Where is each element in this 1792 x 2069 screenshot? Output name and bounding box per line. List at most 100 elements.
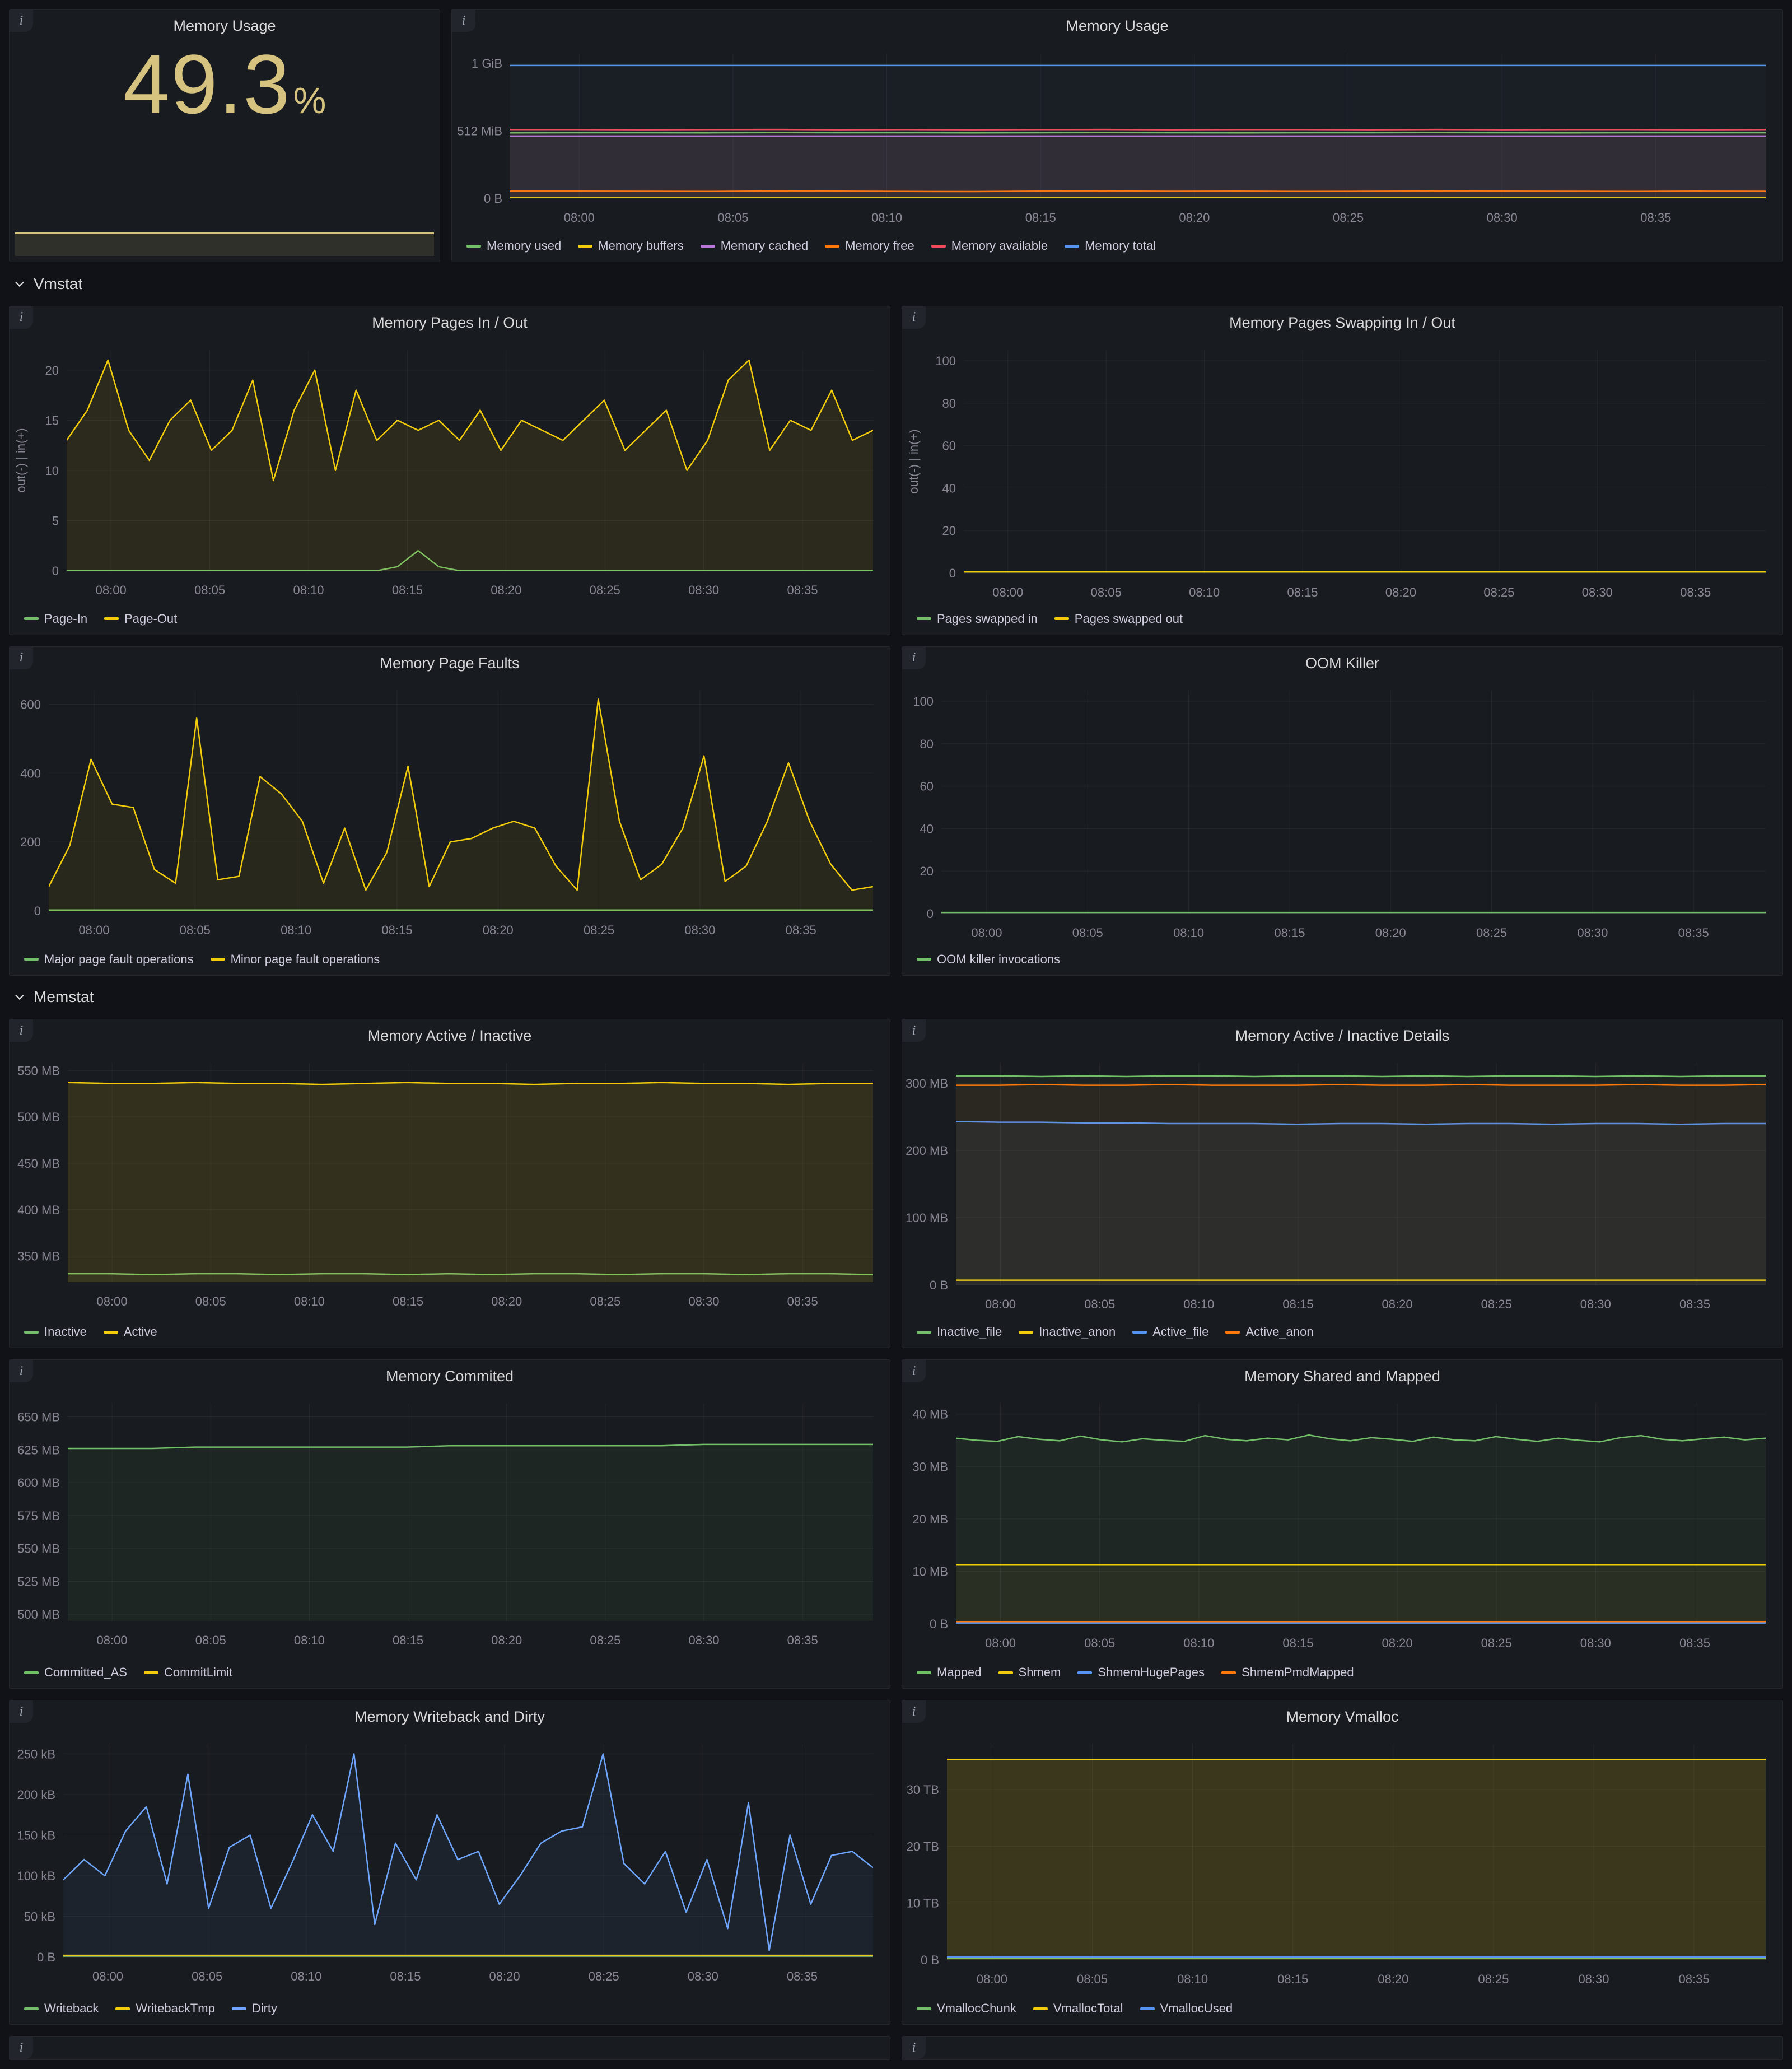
section-header-memstat[interactable]: Memstat bbox=[9, 987, 1783, 1008]
chart-memory-active-inactive[interactable]: 08:00 08:05 08:10 08:15 08:20 08:25 08:30 08:35… bbox=[10, 1052, 890, 1321]
info-icon[interactable]: i bbox=[902, 646, 926, 669]
legend-item-commitlimit[interactable]: CommitLimit bbox=[143, 1665, 232, 1680]
legend-item-label: Pages swapped out bbox=[1074, 611, 1183, 626]
series-color-swatch bbox=[1077, 1671, 1093, 1674]
chart-memory-page-faults[interactable]: 08:00 08:05 08:10 08:15 08:20 08:25 08:30 08:35… bbox=[10, 679, 890, 948]
panel-title[interactable]: Memory Shared and Mapped bbox=[1244, 1368, 1440, 1385]
legend-item-memory-total[interactable]: Memory total bbox=[1065, 239, 1156, 253]
legend-item-vmallocchunk[interactable]: VmallocChunk bbox=[917, 2001, 1016, 2016]
chart-memory-pages-swapping[interactable]: 08:00 08:05 08:10 08:15 08:20 08:25 08:30 08:35… bbox=[902, 339, 1782, 608]
legend-item-shmemhugepages[interactable]: ShmemHugePages bbox=[1077, 1665, 1205, 1680]
svg-text:08:30: 08:30 bbox=[1578, 1972, 1609, 1986]
legend-item-committed-as[interactable]: Committed_AS bbox=[24, 1665, 127, 1680]
panel-title[interactable]: Memory Writeback and Dirty bbox=[354, 1708, 545, 1726]
chart-memory-pages-in-out[interactable]: 08:00 08:05 08:10 08:15 08:20 08:25 08:30 08:35… bbox=[10, 339, 890, 608]
svg-text:08:10: 08:10 bbox=[291, 1969, 321, 1983]
legend-item-label: Committed_AS bbox=[44, 1665, 127, 1680]
legend-item-major-page-fault-operations[interactable]: Major page fault operations bbox=[24, 952, 194, 967]
panel-cutoff: i bbox=[902, 2036, 1783, 2060]
legend-item-page-out[interactable]: Page-Out bbox=[104, 612, 177, 626]
svg-text:08:15: 08:15 bbox=[390, 1969, 421, 1983]
legend-item-pages-swapped-in[interactable]: Pages swapped in bbox=[917, 612, 1038, 626]
legend-item-writeback[interactable]: Writeback bbox=[24, 2001, 99, 2016]
panel-title[interactable]: Memory Vmalloc bbox=[1286, 1708, 1399, 1726]
legend-item-memory-cached[interactable]: Memory cached bbox=[700, 239, 808, 253]
legend-item-inactive[interactable]: Inactive bbox=[24, 1325, 87, 1339]
legend-item-label: Memory buffers bbox=[598, 239, 684, 253]
panel-title[interactable]: Memory Active / Inactive bbox=[367, 1027, 532, 1045]
svg-text:60: 60 bbox=[920, 779, 934, 793]
info-icon[interactable]: i bbox=[10, 646, 33, 669]
legend-item-writebacktmp[interactable]: WritebackTmp bbox=[115, 2001, 215, 2016]
svg-text:08:20: 08:20 bbox=[1385, 585, 1416, 599]
panel-title[interactable]: Memory Usage bbox=[173, 17, 276, 34]
svg-text:40: 40 bbox=[942, 481, 956, 495]
info-icon[interactable]: i bbox=[10, 306, 33, 329]
svg-text:08:05: 08:05 bbox=[180, 923, 211, 937]
panel-title[interactable]: Memory Usage bbox=[1066, 17, 1169, 34]
legend-item-memory-used[interactable]: Memory used bbox=[466, 239, 561, 253]
panel-title[interactable]: Memory Page Faults bbox=[380, 654, 520, 672]
legend-item-shmempmdmapped[interactable]: ShmemPmdMapped bbox=[1221, 1665, 1354, 1680]
info-icon[interactable]: i bbox=[10, 2037, 33, 2059]
legend-item-vmalloctotal[interactable]: VmallocTotal bbox=[1033, 2001, 1123, 2016]
chart-oom-killer[interactable]: 08:00 08:05 08:10 08:15 08:20 08:25 08:30 08:35… bbox=[902, 679, 1782, 948]
svg-text:08:00: 08:00 bbox=[92, 1969, 123, 1983]
info-icon[interactable]: i bbox=[10, 1019, 33, 1042]
info-icon[interactable]: i bbox=[902, 1700, 926, 1723]
svg-text:08:20: 08:20 bbox=[1378, 1972, 1408, 1986]
info-icon[interactable]: i bbox=[10, 1700, 33, 1723]
svg-text:08:00: 08:00 bbox=[985, 1636, 1016, 1650]
panel-title[interactable]: Memory Pages In / Out bbox=[372, 314, 528, 331]
stat-value: 49.3 % bbox=[10, 42, 440, 225]
legend-item-page-in[interactable]: Page-In bbox=[24, 612, 87, 626]
svg-text:08:15: 08:15 bbox=[1282, 1297, 1313, 1311]
legend-item-shmem[interactable]: Shmem bbox=[998, 1665, 1061, 1680]
chart-memory-shared-mapped[interactable]: 08:00 08:05 08:10 08:15 08:20 08:25 08:30 08:35… bbox=[902, 1392, 1782, 1661]
panel-title[interactable]: Memory Pages Swapping In / Out bbox=[1229, 314, 1455, 331]
svg-text:08:25: 08:25 bbox=[1481, 1636, 1512, 1650]
legend-item-memory-free[interactable]: Memory free bbox=[825, 239, 914, 253]
svg-text:1 GiB: 1 GiB bbox=[472, 57, 502, 71]
svg-text:512 MiB: 512 MiB bbox=[457, 124, 502, 138]
chart-memory-commited[interactable]: 08:00 08:05 08:10 08:15 08:20 08:25 08:30 08:35… bbox=[10, 1392, 890, 1661]
info-icon[interactable]: i bbox=[902, 2037, 926, 2059]
legend-item-oom-killer-invocations[interactable]: OOM killer invocations bbox=[917, 952, 1060, 967]
legend-item-pages-swapped-out[interactable]: Pages swapped out bbox=[1054, 612, 1183, 626]
svg-text:08:30: 08:30 bbox=[1582, 585, 1613, 599]
legend-item-vmallocused[interactable]: VmallocUsed bbox=[1140, 2001, 1233, 2016]
series-color-swatch bbox=[917, 617, 931, 621]
chart-memory-writeback-dirty[interactable]: 08:00 08:05 08:10 08:15 08:20 08:25 08:30 08:35… bbox=[10, 1733, 890, 1997]
panel-title[interactable]: Memory Active / Inactive Details bbox=[1235, 1027, 1450, 1045]
info-icon[interactable]: i bbox=[902, 306, 926, 329]
legend: Mapped Shmem ShmemHugePages ShmemPmdMapped bbox=[902, 1661, 1782, 1688]
legend-item-active-file[interactable]: Active_file bbox=[1132, 1325, 1208, 1339]
info-icon[interactable]: i bbox=[452, 10, 475, 32]
svg-text:625 MB: 625 MB bbox=[17, 1443, 60, 1457]
legend-item-dirty[interactable]: Dirty bbox=[231, 2001, 277, 2016]
svg-text:300 MB: 300 MB bbox=[906, 1077, 948, 1091]
info-icon[interactable]: i bbox=[902, 1360, 926, 1383]
legend-item-active-anon[interactable]: Active_anon bbox=[1225, 1325, 1314, 1339]
chart-memory-vmalloc[interactable]: 08:00 08:05 08:10 08:15 08:20 08:25 08:30 08:35… bbox=[902, 1733, 1782, 1997]
panel-title[interactable]: Memory Commited bbox=[385, 1368, 514, 1385]
legend-item-label: Major page fault operations bbox=[44, 952, 194, 966]
legend-item-active[interactable]: Active bbox=[103, 1325, 157, 1339]
info-icon[interactable]: i bbox=[10, 1360, 33, 1383]
info-icon[interactable]: i bbox=[10, 10, 33, 32]
chart-canvas: 08:00 08:05 08:10 08:15 08:20 08:25 08:30 08:35… bbox=[912, 1404, 1766, 1650]
legend-item-inactive-anon[interactable]: Inactive_anon bbox=[1019, 1325, 1116, 1339]
svg-text:08:00: 08:00 bbox=[97, 1294, 128, 1308]
legend: VmallocChunk VmallocTotal VmallocUsed bbox=[902, 1997, 1782, 2024]
section-header-vmstat[interactable]: Vmstat bbox=[9, 273, 1783, 295]
chart-memory-active-inactive-details[interactable]: 08:00 08:05 08:10 08:15 08:20 08:25 08:30 08:35… bbox=[902, 1052, 1782, 1321]
chart-memory-usage[interactable]: 08:00 08:05 08:10 08:15 08:20 08:25 08:30 08:35… bbox=[452, 42, 1782, 235]
legend-item-memory-buffers[interactable]: Memory buffers bbox=[578, 239, 684, 253]
legend-item-inactive-file[interactable]: Inactive_file bbox=[917, 1325, 1002, 1339]
panel-title[interactable]: OOM Killer bbox=[1305, 654, 1379, 672]
legend-item-mapped[interactable]: Mapped bbox=[917, 1665, 982, 1680]
series-color-swatch bbox=[1054, 617, 1069, 621]
legend-item-memory-available[interactable]: Memory available bbox=[931, 239, 1048, 253]
info-icon[interactable]: i bbox=[902, 1019, 926, 1042]
legend-item-minor-page-fault-operations[interactable]: Minor page fault operations bbox=[210, 952, 380, 967]
